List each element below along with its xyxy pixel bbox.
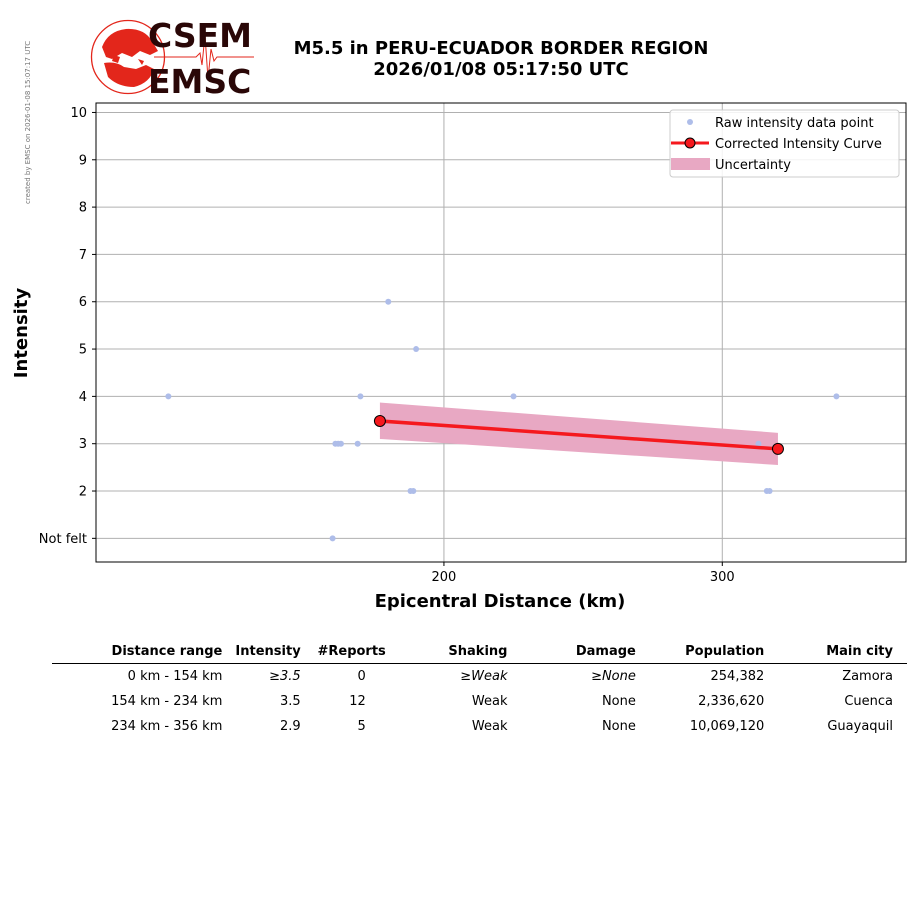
raw-data-point bbox=[337, 440, 344, 447]
legend-curve-marker bbox=[684, 137, 696, 149]
y-axis-label: Intensity bbox=[11, 288, 32, 379]
legend-uncertainty-swatch bbox=[671, 158, 710, 170]
cell-population: 2,336,620 bbox=[698, 694, 765, 709]
logo-top-text: CSEM bbox=[148, 17, 252, 55]
header-distance-range: Distance range bbox=[111, 643, 223, 659]
y-tick-label: 7 bbox=[79, 248, 87, 263]
raw-data-point bbox=[833, 393, 840, 400]
logo-bottom-text: EMSC bbox=[148, 62, 251, 99]
cell-damage: ≥None bbox=[591, 669, 636, 684]
x-tick-label: 200 bbox=[432, 570, 457, 585]
cell-main-city: Zamora bbox=[842, 669, 893, 684]
raw-data-point bbox=[755, 440, 762, 447]
cell-shaking: Weak bbox=[471, 694, 508, 709]
cell-intensity: 2.9 bbox=[280, 719, 301, 734]
curve-layer bbox=[373, 414, 784, 455]
header-population: Population bbox=[685, 643, 765, 659]
intensity-chart: Not felt 2 3 4 5 6 7 8 9 10 200 300 Epicentral Dist… bbox=[11, 102, 907, 612]
cell-reports: 12 bbox=[349, 694, 366, 709]
plot-frame bbox=[95, 102, 907, 563]
cell-damage: None bbox=[601, 694, 636, 709]
legend-box bbox=[669, 109, 900, 178]
x-tick-label: 300 bbox=[710, 570, 735, 585]
cell-shaking: Weak bbox=[471, 719, 508, 734]
cell-damage: None bbox=[601, 719, 636, 734]
y-tick-label: 5 bbox=[79, 343, 87, 358]
raw-data-point bbox=[357, 393, 364, 400]
csem-emsc-logo: CSEM EMSC bbox=[90, 17, 254, 99]
tick-labels: Not felt 2 3 4 5 6 7 8 9 10 200 300 bbox=[39, 106, 735, 585]
cell-main-city: Cuenca bbox=[844, 694, 893, 709]
raw-data-point bbox=[413, 346, 420, 353]
raw-data-point bbox=[165, 393, 172, 400]
legend: Raw intensity data point Corrected Inten… bbox=[669, 109, 900, 178]
curve-marker bbox=[771, 442, 784, 455]
cell-distance-range: 154 km - 234 km bbox=[111, 694, 223, 709]
header-intensity: Intensity bbox=[235, 643, 301, 659]
y-tick-label: 8 bbox=[79, 201, 87, 216]
cell-intensity: ≥3.5 bbox=[269, 669, 301, 684]
raw-data-point bbox=[385, 298, 392, 305]
cell-intensity: 3.5 bbox=[280, 694, 301, 709]
legend-raw-label: Raw intensity data point bbox=[715, 116, 874, 131]
table-header-row: Distance range Intensity #Reports Shakin… bbox=[52, 640, 907, 664]
corrected-intensity-line bbox=[379, 419, 779, 451]
table-row: 0 km - 154 km ≥3.5 0 ≥Weak ≥None 254,382… bbox=[52, 664, 907, 690]
header-main-city: Main city bbox=[826, 643, 893, 659]
cell-reports: 0 bbox=[357, 669, 366, 684]
raw-data-point bbox=[766, 488, 773, 495]
raw-data-point bbox=[510, 393, 517, 400]
y-tick-label: 4 bbox=[79, 390, 87, 405]
cell-shaking: ≥Weak bbox=[460, 669, 508, 684]
curve-marker bbox=[373, 414, 386, 427]
legend-curve-label: Corrected Intensity Curve bbox=[715, 137, 882, 152]
legend-raw-marker bbox=[687, 119, 693, 125]
cell-distance-range: 234 km - 356 km bbox=[111, 719, 223, 734]
title-event-line: M5.5 in PERU-ECUADOR BORDER REGION bbox=[293, 38, 709, 59]
cell-population: 10,069,120 bbox=[689, 719, 765, 734]
header-damage: Damage bbox=[575, 643, 636, 659]
title-time-line: 2026/01/08 05:17:50 UTC bbox=[373, 59, 629, 80]
y-tick-label: 2 bbox=[79, 485, 87, 500]
header-reports: #Reports bbox=[317, 643, 386, 659]
raw-data-point bbox=[354, 440, 361, 447]
cell-distance-range: 0 km - 154 km bbox=[127, 669, 223, 684]
y-tick-label: 6 bbox=[79, 295, 87, 310]
raw-points-layer bbox=[165, 298, 840, 542]
intensity-summary-table: Distance range Intensity #Reports Shakin… bbox=[52, 640, 907, 739]
raw-data-point bbox=[410, 488, 417, 495]
legend-uncertainty-label: Uncertainty bbox=[715, 158, 791, 173]
y-tick-label: 10 bbox=[70, 106, 87, 121]
table-row: 154 km - 234 km 3.5 12 Weak None 2,336,6… bbox=[52, 689, 907, 714]
cell-population: 254,382 bbox=[710, 669, 765, 684]
cell-main-city: Guayaquil bbox=[827, 719, 893, 734]
x-axis-label: Epicentral Distance (km) bbox=[375, 591, 626, 612]
chart-title: M5.5 in PERU-ECUADOR BORDER REGION 2026/… bbox=[260, 38, 742, 80]
raw-data-point bbox=[329, 535, 336, 542]
header-shaking: Shaking bbox=[448, 643, 508, 659]
cell-reports: 5 bbox=[357, 719, 366, 734]
table-row: 234 km - 356 km 2.9 5 Weak None 10,069,1… bbox=[52, 714, 907, 739]
y-tick-label: 3 bbox=[79, 437, 87, 452]
y-tick-label: 9 bbox=[79, 153, 87, 168]
y-tick-label: Not felt bbox=[39, 532, 87, 547]
